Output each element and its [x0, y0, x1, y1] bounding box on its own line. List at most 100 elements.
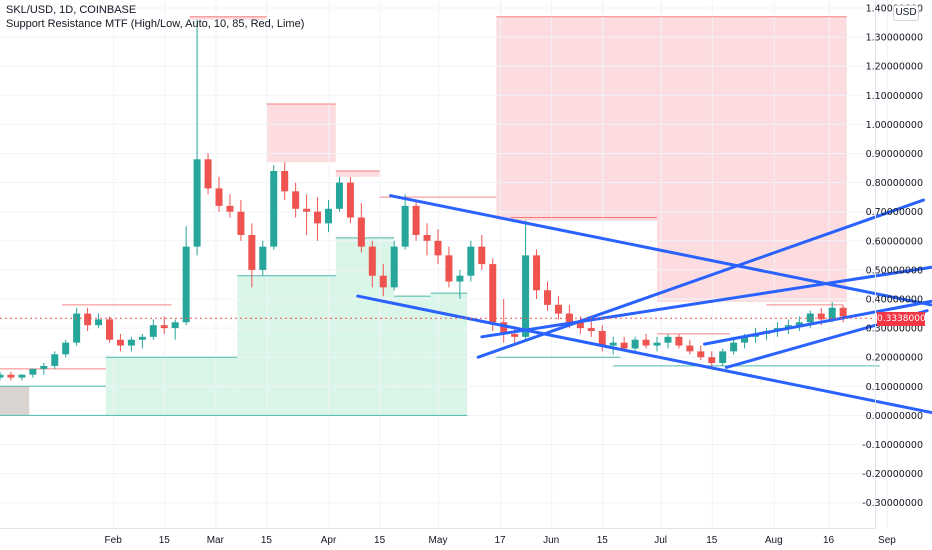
y-tick-label: 0.90000000: [866, 149, 923, 160]
candle-body: [511, 333, 519, 337]
candle-body: [467, 246, 475, 276]
candle-body: [303, 208, 311, 212]
x-tick-label: 17: [494, 535, 506, 546]
candle-body: [95, 319, 103, 326]
x-tick-label: May: [429, 535, 448, 546]
candle-65: [708, 351, 716, 369]
candle-body: [193, 159, 201, 247]
candle-body: [346, 182, 354, 218]
candle-40: [434, 229, 442, 265]
x-tick-label: Mar: [207, 535, 225, 546]
trendline-4: [702, 299, 932, 346]
candle-15: [160, 316, 168, 334]
candle-body: [7, 374, 15, 378]
time-axis[interactable]: Feb15Mar15Apr15May17Jun15Jul15Aug16Sep15: [105, 535, 932, 546]
currency-badge[interactable]: USD: [893, 5, 919, 21]
candle-body: [215, 188, 223, 206]
candle-25: [270, 165, 278, 250]
candle-0: [0, 371, 4, 381]
candle-60: [653, 336, 661, 352]
candle-body: [554, 304, 562, 314]
candle-body: [51, 354, 59, 366]
x-tick-label: 15: [261, 535, 273, 546]
candle-body: [226, 205, 234, 212]
candle-19: [204, 153, 212, 195]
candle-13: [138, 333, 146, 349]
indicator-label[interactable]: Support Resistance MTF (High/Low, Auto, …: [6, 18, 305, 30]
y-tick-label: 0.20000000: [866, 353, 923, 364]
resistance-zone-8: [657, 16, 847, 302]
candle-49: [533, 249, 541, 299]
candle-body: [62, 342, 70, 355]
candle-64: [697, 345, 705, 361]
candle-33: [357, 202, 365, 253]
candle-43: [467, 240, 475, 282]
candle-body: [270, 170, 278, 247]
x-tick-label: Feb: [105, 535, 123, 546]
candle-body: [0, 374, 4, 378]
candle-20: [215, 176, 223, 212]
candle-body: [237, 211, 245, 235]
support-zone-3: [237, 275, 336, 416]
x-tick-label: Jul: [654, 535, 667, 546]
candle-7: [73, 307, 81, 346]
candle-58: [631, 336, 639, 352]
candle-24: [259, 240, 267, 276]
sr-levels: [0, 16, 880, 416]
trendline-2: [476, 198, 925, 359]
x-tick-label: Sep: [878, 535, 896, 546]
candle-56: [609, 336, 617, 355]
candle-body: [620, 342, 628, 349]
candle-5: [51, 351, 59, 369]
candle-18: [193, 19, 201, 256]
candle-30: [325, 200, 332, 233]
candle-73: [795, 316, 803, 332]
candle-17: [182, 226, 190, 326]
candle-body: [73, 313, 81, 343]
candle-body: [587, 328, 595, 332]
candle-body: [314, 211, 322, 224]
candle-11: [116, 333, 124, 352]
candle-3: [29, 368, 37, 378]
candle-body: [248, 234, 256, 270]
candle-31: [335, 176, 343, 212]
candle-body: [160, 325, 168, 329]
candle-44: [478, 234, 486, 270]
candle-body: [489, 264, 497, 323]
y-tick-label: 0.80000000: [866, 178, 923, 189]
candle-body: [379, 275, 387, 288]
price-axis[interactable]: 1.400000001.300000001.200000001.10000000…: [862, 4, 923, 510]
candle-body: [675, 336, 683, 346]
y-tick-label: 0.40000000: [866, 295, 923, 306]
candle-body: [784, 325, 792, 329]
candle-body: [434, 240, 442, 256]
candle-body: [259, 246, 267, 270]
candle-46: [500, 299, 508, 343]
candle-38: [412, 200, 420, 241]
candle-9: [95, 313, 103, 329]
x-tick-label: Aug: [765, 535, 783, 546]
candle-body: [149, 325, 157, 337]
candle-42: [456, 269, 464, 299]
candle-body: [401, 205, 409, 247]
candle-12: [127, 336, 135, 352]
x-tick-label: 16: [823, 535, 835, 546]
y-tick-label: 0.70000000: [866, 207, 923, 218]
candle-body: [116, 339, 124, 346]
resistance-zone-3: [266, 104, 336, 163]
y-tick-label: 0.30000000: [866, 324, 923, 335]
candle-body: [368, 246, 376, 276]
candle-body: [335, 182, 343, 209]
candle-body: [84, 313, 92, 326]
candle-22: [237, 200, 245, 241]
candle-body: [828, 307, 836, 320]
candle-37: [401, 194, 409, 250]
candle-35: [379, 264, 387, 297]
candle-body: [697, 351, 705, 358]
candle-body: [642, 339, 650, 346]
resistance-zone-7: [511, 217, 657, 221]
candle-body: [171, 322, 179, 329]
candle-36: [390, 240, 398, 291]
candle-28: [303, 194, 311, 235]
